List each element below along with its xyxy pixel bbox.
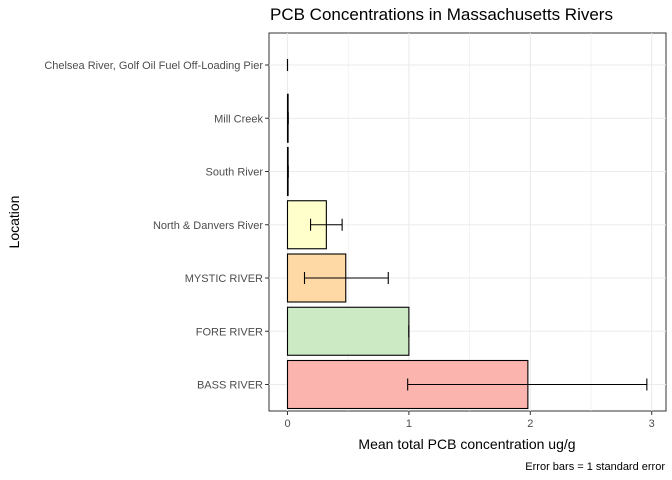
y-tick-label: BASS RIVER bbox=[197, 380, 263, 392]
y-tick-label: Chelsea River, Golf Oil Fuel Off-Loading… bbox=[44, 60, 263, 72]
x-tick-label: 2 bbox=[527, 418, 533, 430]
y-tick-label: MYSTIC RIVER bbox=[185, 273, 263, 285]
y-tick-label: Mill Creek bbox=[214, 113, 263, 125]
x-tick-label: 0 bbox=[284, 418, 290, 430]
bars bbox=[286, 93, 529, 410]
bar bbox=[286, 306, 410, 356]
y-axis-title: Location bbox=[6, 196, 22, 249]
y-tick-label: South River bbox=[206, 167, 264, 179]
x-axis-title: Mean total PCB concentration ug/g bbox=[358, 436, 575, 452]
error-bars bbox=[286, 59, 648, 391]
x-tick-label: 1 bbox=[406, 418, 412, 430]
caption: Error bars = 1 standard error bbox=[525, 461, 665, 473]
x-tick-label: 3 bbox=[649, 418, 655, 430]
chart-title: PCB Concentrations in Massachusetts Rive… bbox=[270, 5, 613, 24]
y-tick-label: FORE RIVER bbox=[196, 326, 263, 338]
y-axis-ticks: BASS RIVER FORE RIVER MYSTIC RIVER North & … bbox=[44, 60, 269, 392]
y-tick-label: North & Danvers River bbox=[153, 220, 263, 232]
x-axis-ticks: 0 1 2 3 bbox=[284, 411, 655, 430]
